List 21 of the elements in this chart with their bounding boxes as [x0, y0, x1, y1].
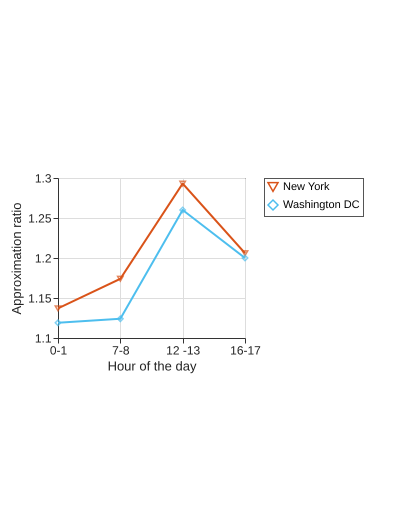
legend-label: Washington DC — [283, 199, 360, 211]
point — [242, 250, 248, 256]
point — [116, 315, 124, 322]
y-tick-label: 1.2 — [34, 252, 52, 266]
x-tick-label: 0-1 — [50, 344, 68, 358]
y-tick-label: 1.15 — [28, 292, 52, 306]
point — [116, 276, 124, 282]
point — [54, 305, 62, 312]
legend-label: New York — [283, 181, 330, 193]
point — [179, 180, 186, 187]
y-tick-label: 1.3 — [34, 172, 52, 186]
point — [242, 254, 248, 262]
x-tick-label: 12 -13 — [166, 344, 201, 358]
x-axis-title: Hour of the day — [108, 358, 197, 374]
y-axis-title: Approximation ratio — [9, 202, 24, 314]
x-tick-label: 7-8 — [112, 344, 130, 358]
point — [179, 206, 186, 214]
point — [54, 319, 62, 326]
y-tick-label: 1.1 — [34, 332, 52, 346]
x-tick-label: 16-17 — [230, 344, 262, 358]
y-tick-label: 1.25 — [28, 212, 52, 226]
